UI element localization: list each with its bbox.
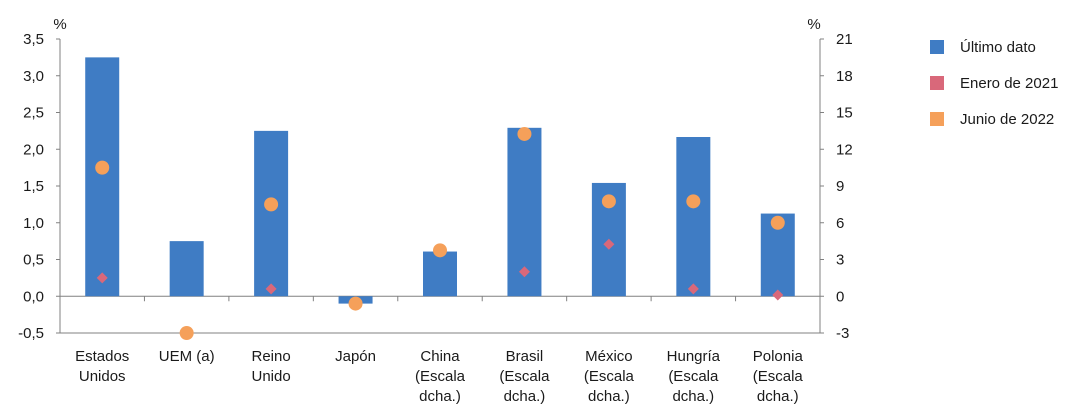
category-label: Unidos — [79, 368, 126, 385]
category-label: dcha.) — [672, 388, 714, 405]
right-tick-label: 3 — [836, 252, 844, 269]
circle-marker — [433, 243, 447, 258]
circle-marker — [264, 197, 279, 212]
category-label: Estados — [75, 348, 129, 365]
category-label: China — [420, 348, 460, 365]
bar — [676, 137, 711, 297]
circle-marker — [348, 296, 363, 311]
circle-marker — [95, 160, 110, 175]
diamond-marker — [772, 289, 784, 301]
right-tick-label: 9 — [836, 178, 844, 195]
right-tick-label: 21 — [836, 31, 853, 48]
category-label: dcha.) — [757, 388, 799, 405]
category-label: México — [585, 348, 633, 365]
category-label: UEM (a) — [159, 348, 215, 365]
legend-swatch-circle — [930, 112, 944, 126]
category-label: (Escala — [499, 368, 550, 385]
legend-swatch-diamond — [930, 76, 944, 90]
category-label: (Escala — [753, 368, 804, 385]
labels-layer: -0,5 0,0 0,5 1,0 1,5 2,0 2,5 3,0 3,5 -3 0 3 6 9 12 15 18… — [18, 16, 853, 405]
diamond-marker — [265, 283, 277, 295]
category-label: Japón — [335, 348, 376, 365]
right-tick-label: -3 — [836, 325, 849, 342]
right-tick-label: 18 — [836, 68, 853, 85]
right-tick-label: 6 — [836, 215, 844, 232]
bar — [423, 251, 457, 297]
category-label: dcha.) — [588, 388, 630, 405]
category-label: Polonia — [753, 348, 804, 365]
left-tick-label: 1,0 — [23, 215, 44, 232]
category-label: (Escala — [668, 368, 719, 385]
legend-item-enero-2021: Enero de 2021 — [930, 65, 1058, 101]
legend-label: Junio de 2022 — [960, 110, 1055, 128]
left-tick-label: 3,5 — [23, 31, 44, 48]
bars-layer — [85, 57, 795, 304]
category-label: dcha.) — [419, 388, 461, 405]
left-tick-label: -0,5 — [18, 325, 44, 342]
right-axis-unit: % — [807, 16, 820, 33]
diamond-marker — [687, 283, 699, 295]
legend-label: Enero de 2021 — [960, 74, 1059, 92]
left-axis-unit: % — [53, 16, 66, 33]
circle-marker — [601, 194, 616, 209]
right-tick-label: 15 — [836, 105, 853, 122]
legend-item-junio-2022: Junio de 2022 — [930, 101, 1058, 137]
category-label: Reino — [252, 348, 291, 365]
left-tick-label: 2,5 — [23, 105, 44, 122]
circle-marker — [770, 215, 785, 230]
left-tick-label: 0,5 — [23, 252, 44, 269]
category-label: Hungría — [667, 348, 721, 365]
left-tick-label: 3,0 — [23, 68, 44, 85]
category-label: (Escala — [415, 368, 466, 385]
circle-marker — [686, 194, 701, 209]
legend: Último dato Enero de 2021 Junio de 2022 — [930, 29, 1058, 137]
bar — [85, 57, 120, 297]
left-tick-label: 0,0 — [23, 288, 44, 305]
right-tick-label: 12 — [836, 141, 853, 158]
category-label: (Escala — [584, 368, 635, 385]
bar — [169, 241, 204, 297]
legend-swatch-bar — [930, 40, 944, 54]
diamond-marker — [518, 266, 530, 278]
category-label: dcha.) — [504, 388, 546, 405]
circle-marker — [179, 326, 194, 340]
legend-item-ultimo-dato: Último dato — [930, 29, 1058, 65]
right-tick-label: 0 — [836, 288, 844, 305]
category-label: Unido — [252, 368, 291, 385]
legend-label: Último dato — [960, 38, 1036, 56]
left-tick-label: 1,5 — [23, 178, 44, 195]
category-label: Brasil — [506, 348, 544, 365]
circle-marker — [517, 126, 532, 141]
left-tick-label: 2,0 — [23, 141, 44, 158]
markers-layer — [95, 126, 785, 340]
diamond-marker — [603, 238, 615, 250]
bar — [254, 130, 289, 297]
diamond-marker — [96, 272, 108, 284]
